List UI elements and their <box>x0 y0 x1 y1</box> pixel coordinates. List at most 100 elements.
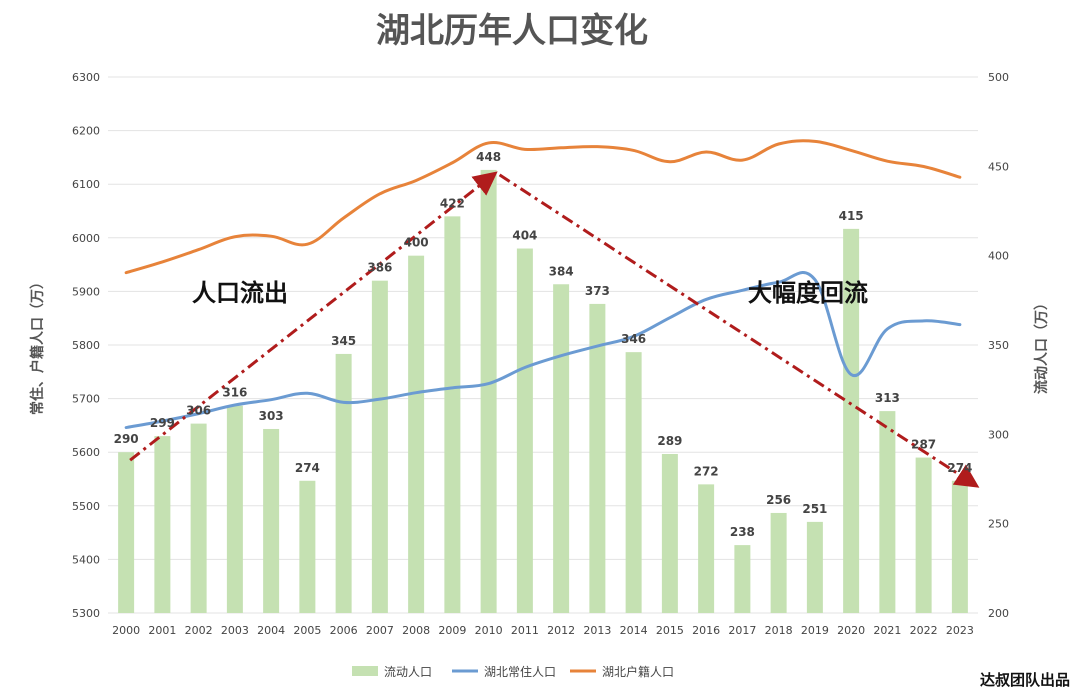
left-tick-label: 5700 <box>72 393 100 406</box>
bar-2000 <box>118 452 135 613</box>
bar-label-2005: 274 <box>295 461 320 475</box>
x-tick-label: 2003 <box>221 624 249 637</box>
x-axis-ticks: 2000 2001 2002 2003 2004 2005 2006 2007 2008 2009… <box>112 624 974 637</box>
left-tick-label: 5400 <box>72 553 100 566</box>
x-tick-label: 2001 <box>148 624 176 637</box>
bar-2013 <box>589 303 606 613</box>
x-tick-label: 2022 <box>910 624 938 637</box>
x-tick-label: 2005 <box>293 624 321 637</box>
x-tick-label: 2007 <box>366 624 394 637</box>
bar-2020 <box>843 228 860 613</box>
bar-series <box>118 169 968 614</box>
legend-swatch-bar <box>352 666 378 676</box>
bar-2021 <box>879 411 896 613</box>
bar-2006 <box>335 353 352 613</box>
x-tick-label: 2023 <box>946 624 974 637</box>
right-tick-label: 300 <box>988 428 1009 441</box>
legend-label: 湖北户籍人口 <box>602 664 674 679</box>
bar-label-2021: 313 <box>875 391 900 405</box>
bar-value-labels: 290 299 306 316 303 274 345 386 400 422 448 404 384 3… <box>114 150 973 539</box>
bar-2003 <box>226 405 243 613</box>
bar-2016 <box>698 484 715 613</box>
bar-label-2008: 400 <box>404 236 429 250</box>
right-axis-ticks: 200 250 300 350 400 450 500 <box>988 71 1009 620</box>
legend-label: 湖北常住人口 <box>484 664 556 679</box>
left-tick-label: 6000 <box>72 232 100 245</box>
bar-2012 <box>553 284 570 613</box>
trend-arrows <box>129 171 980 488</box>
left-tick-label: 6200 <box>72 125 100 138</box>
x-tick-label: 2016 <box>692 624 720 637</box>
x-tick-label: 2019 <box>801 624 829 637</box>
bar-2001 <box>154 436 171 613</box>
bar-2005 <box>299 480 316 613</box>
bar-label-2015: 289 <box>657 434 682 448</box>
bar-label-2007: 386 <box>367 261 392 275</box>
bar-label-2012: 384 <box>549 264 574 278</box>
bar-2011 <box>516 248 533 613</box>
bar-2018 <box>770 512 787 613</box>
right-tick-label: 400 <box>988 250 1009 263</box>
right-tick-label: 200 <box>988 607 1009 620</box>
left-tick-label: 5800 <box>72 339 100 352</box>
x-tick-label: 2006 <box>330 624 358 637</box>
bar-2008 <box>408 255 425 613</box>
right-tick-label: 500 <box>988 71 1009 84</box>
x-tick-label: 2018 <box>765 624 793 637</box>
bar-label-2000: 290 <box>114 432 139 446</box>
bar-2002 <box>190 423 207 613</box>
bar-label-2014: 346 <box>621 332 646 346</box>
bar-label-2009: 422 <box>440 196 465 210</box>
bar-2019 <box>806 521 823 613</box>
legend: 流动人口 湖北常住人口 湖北户籍人口 <box>352 664 674 679</box>
bar-2014 <box>625 352 642 613</box>
bar-2010 <box>480 169 497 613</box>
bar-label-2004: 303 <box>259 409 284 423</box>
line-series <box>124 139 962 430</box>
bar-label-2011: 404 <box>512 229 537 243</box>
x-tick-label: 2002 <box>185 624 213 637</box>
x-tick-label: 2017 <box>728 624 756 637</box>
x-tick-label: 2009 <box>438 624 466 637</box>
x-tick-label: 2015 <box>656 624 684 637</box>
bar-label-2010: 448 <box>476 150 501 164</box>
right-tick-label: 450 <box>988 160 1009 173</box>
left-tick-label: 5500 <box>72 500 100 513</box>
left-axis-label: 常住、户籍人口（万） <box>29 275 46 415</box>
left-tick-label: 6100 <box>72 178 100 191</box>
chart-title: 湖北历年人口变化 <box>376 11 648 51</box>
x-tick-label: 2000 <box>112 624 140 637</box>
bar-label-2020: 415 <box>839 209 864 223</box>
legend-label: 流动人口 <box>384 665 432 679</box>
trend-arrow-fall <box>498 173 980 488</box>
bar-label-2016: 272 <box>694 464 719 478</box>
annotation-return: 大幅度回流 <box>748 279 868 307</box>
x-tick-label: 2004 <box>257 624 285 637</box>
left-tick-label: 6300 <box>72 71 100 84</box>
right-tick-label: 250 <box>988 518 1009 531</box>
bar-2004 <box>263 428 280 613</box>
resident-population-line <box>124 271 962 430</box>
x-tick-label: 2008 <box>402 624 430 637</box>
credit-text: 达叔团队出品 <box>980 671 1070 689</box>
right-tick-label: 350 <box>988 339 1009 352</box>
x-tick-label: 2011 <box>511 624 539 637</box>
bar-label-2006: 345 <box>331 334 356 348</box>
left-tick-label: 5600 <box>72 446 100 459</box>
bar-label-2019: 251 <box>802 502 827 516</box>
bar-2015 <box>661 453 678 613</box>
bar-2017 <box>734 545 751 613</box>
bar-label-2002: 306 <box>186 404 211 418</box>
bar-label-2003: 316 <box>222 386 247 400</box>
bar-label-2018: 256 <box>766 493 791 507</box>
x-tick-label: 2014 <box>620 624 648 637</box>
left-tick-label: 5300 <box>72 607 100 620</box>
annotation-outflow: 人口流出 <box>192 279 288 307</box>
registered-population-line <box>124 139 962 275</box>
left-axis-ticks: 5300 5400 5500 5600 5700 5800 5900 6000 6100 6200… <box>72 71 100 620</box>
bar-2022 <box>915 457 932 613</box>
x-tick-label: 2020 <box>837 624 865 637</box>
bar-2009 <box>444 216 461 614</box>
left-tick-label: 5900 <box>72 285 100 298</box>
bar-label-2013: 373 <box>585 284 610 298</box>
